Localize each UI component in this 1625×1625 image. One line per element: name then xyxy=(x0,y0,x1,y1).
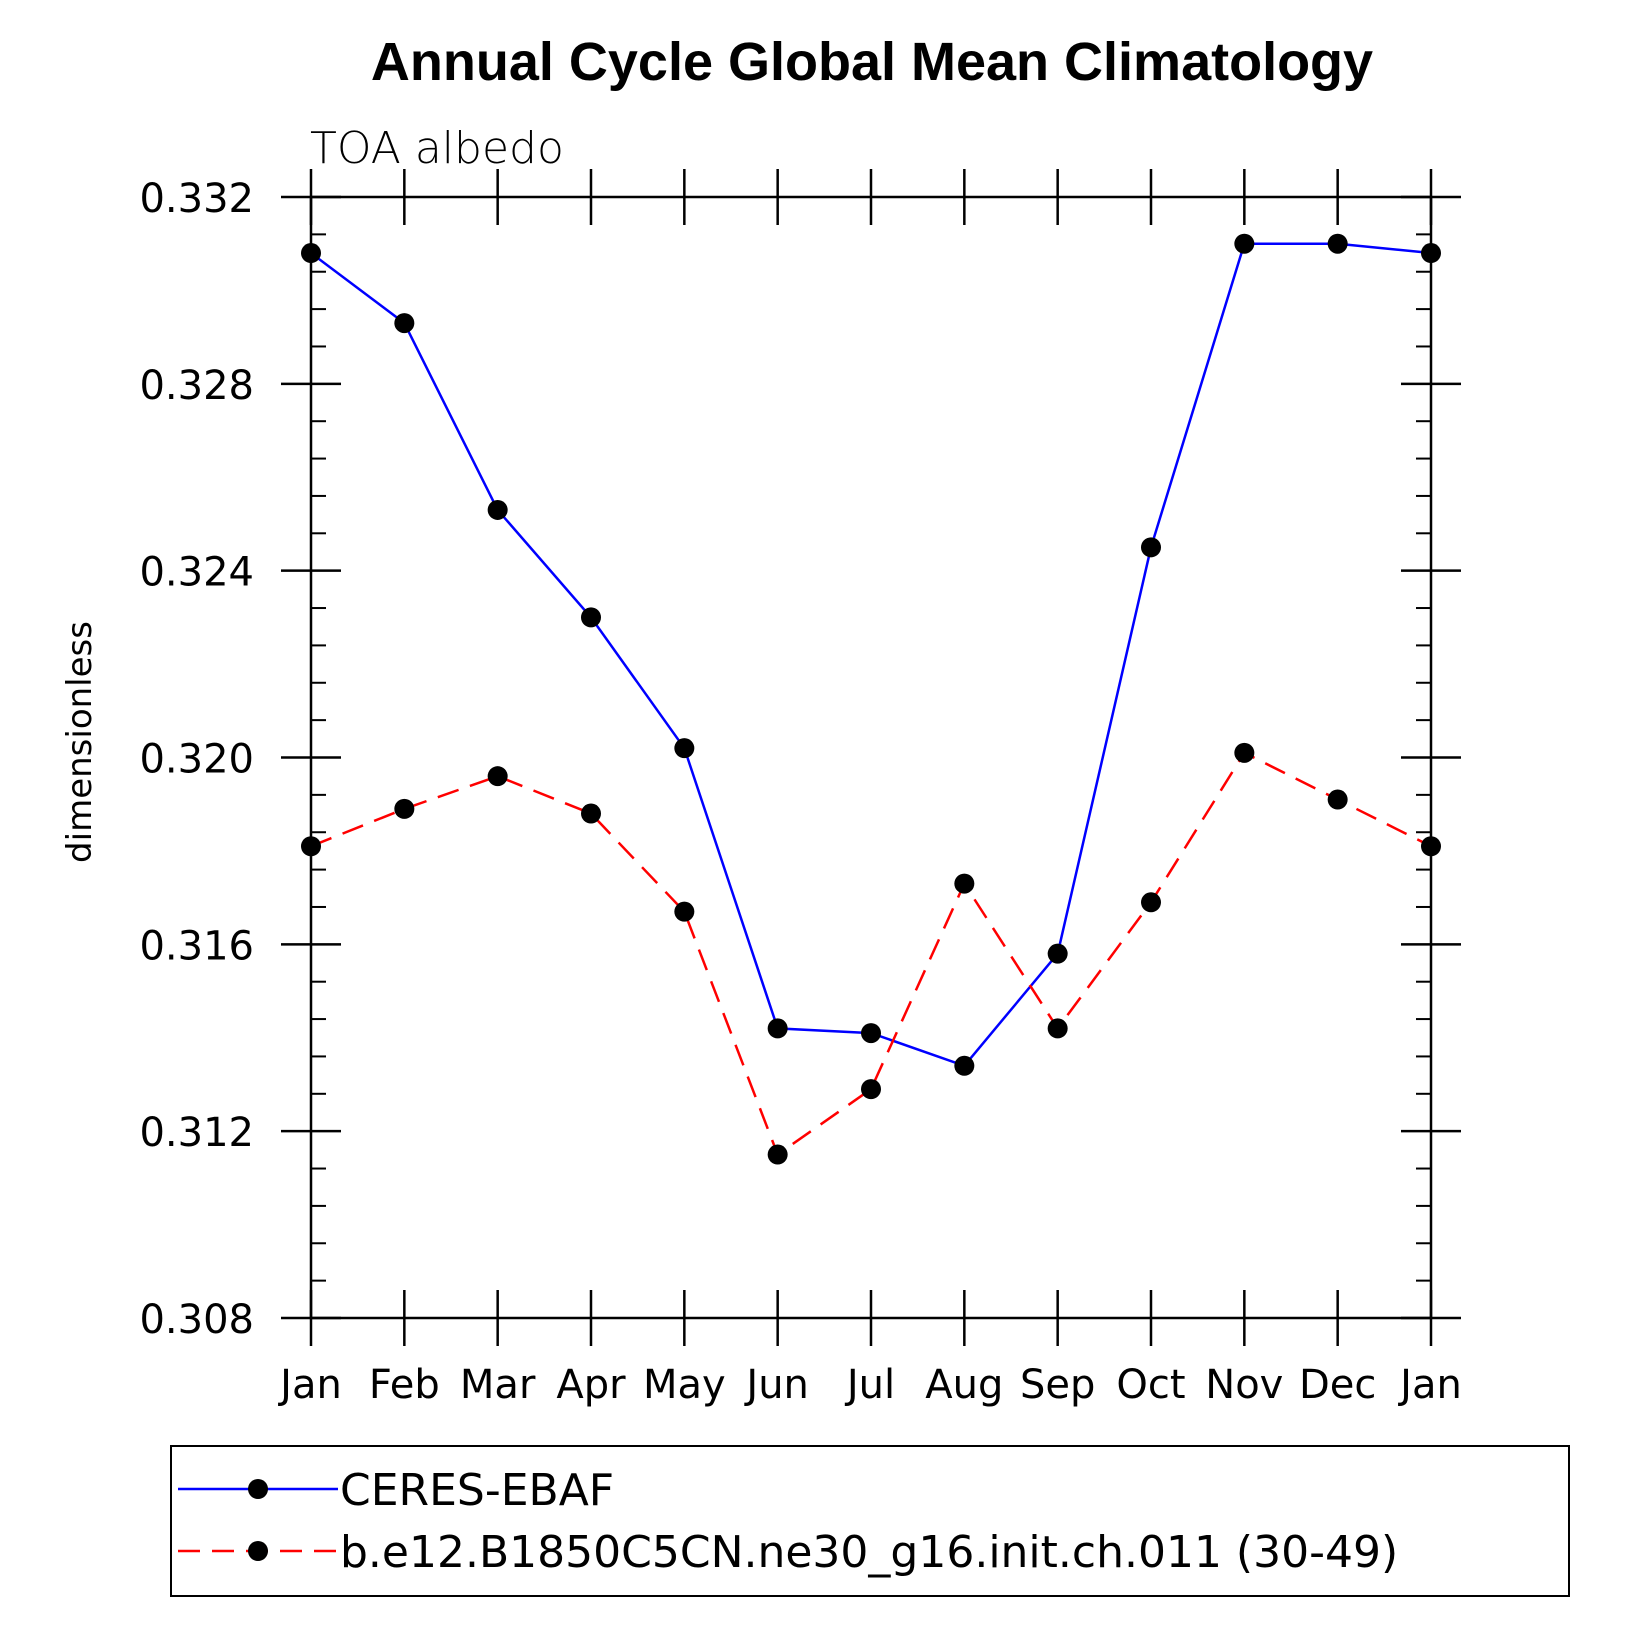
y-tick-label: 0.320 xyxy=(139,737,254,783)
series-1-point xyxy=(861,1023,881,1044)
series-1-point xyxy=(674,738,695,759)
series-2-point xyxy=(1047,1018,1068,1039)
chart-title: Annual Cycle Global Mean Climatology xyxy=(371,32,1373,92)
x-tick-label: Aug xyxy=(925,1362,1003,1408)
series-2-point xyxy=(581,803,601,824)
series-1-point xyxy=(581,607,601,628)
x-tick-label: Dec xyxy=(1299,1362,1376,1408)
series-2-point xyxy=(1234,742,1255,763)
x-tick-labels: Jan Feb Mar Apr May Jun Jul Aug Sep Oct Nov Dec Jan xyxy=(277,1362,1462,1408)
series-2-point xyxy=(1421,836,1441,857)
y-tick-label: 0.328 xyxy=(139,363,254,409)
x-tick-label: Nov xyxy=(1205,1362,1283,1408)
series-2-point xyxy=(394,798,415,819)
x-tick-label: Jan xyxy=(277,1362,342,1408)
legend-marker-2 xyxy=(248,1541,268,1561)
series-1-point xyxy=(1327,233,1348,254)
series-1-point xyxy=(301,243,321,264)
legend-label-2: b.e12.B1850C5CN.ne30_g16.init.ch.011 (30… xyxy=(340,1527,1398,1578)
series-1-point xyxy=(1141,537,1161,558)
series-2-point xyxy=(1327,789,1348,810)
y-tick-label: 0.332 xyxy=(139,176,254,222)
series-2-point xyxy=(767,1144,788,1165)
series-1-point xyxy=(767,1018,788,1039)
y-tick-label: 0.308 xyxy=(139,1297,254,1343)
x-tick-label: Jul xyxy=(844,1362,895,1408)
y-tick-label: 0.324 xyxy=(139,550,254,596)
series-1-point xyxy=(394,313,415,334)
legend: CERES-EBAF b.e12.B1850C5CN.ne30_g16.init.… xyxy=(178,1465,1398,1578)
x-tick-label: May xyxy=(643,1362,726,1408)
series-2-point xyxy=(487,766,508,787)
x-tick-label: Apr xyxy=(556,1362,626,1408)
x-tick-label: Jun xyxy=(743,1362,809,1408)
y-tick-labels: 0.308 0.312 0.316 0.320 0.324 0.328 0.332 xyxy=(139,176,254,1343)
x-tick-label: Sep xyxy=(1020,1362,1095,1408)
x-tick-label: Mar xyxy=(460,1362,536,1408)
legend-marker-1 xyxy=(248,1479,268,1499)
series-layer xyxy=(301,233,1441,1165)
x-tick-label: Jan xyxy=(1397,1362,1462,1408)
series-1-point xyxy=(954,1055,975,1076)
legend-box xyxy=(170,1445,1570,1597)
series-2-point xyxy=(301,836,321,857)
x-tick-label: Oct xyxy=(1116,1362,1185,1408)
y-tick-label: 0.312 xyxy=(139,1110,254,1156)
legend-label-1: CERES-EBAF xyxy=(340,1465,614,1516)
series-1-point xyxy=(1421,243,1441,264)
series-1-point xyxy=(487,499,508,520)
series-line-1 xyxy=(310,242,1432,1068)
chart-subtitle: TOA albedo xyxy=(310,123,564,174)
plot-frame xyxy=(309,195,1433,1320)
series-2-point xyxy=(954,873,975,894)
y-tick-label: 0.316 xyxy=(139,923,254,969)
axis-ticks xyxy=(281,169,1461,1346)
x-tick-label: Feb xyxy=(369,1362,440,1408)
series-1-point xyxy=(1047,943,1068,964)
series-1-point xyxy=(1234,233,1255,254)
series-2-point xyxy=(674,901,695,922)
y-axis-label: dimensionless xyxy=(60,621,100,863)
series-2-point xyxy=(1141,892,1161,913)
series-2-point xyxy=(861,1079,881,1100)
